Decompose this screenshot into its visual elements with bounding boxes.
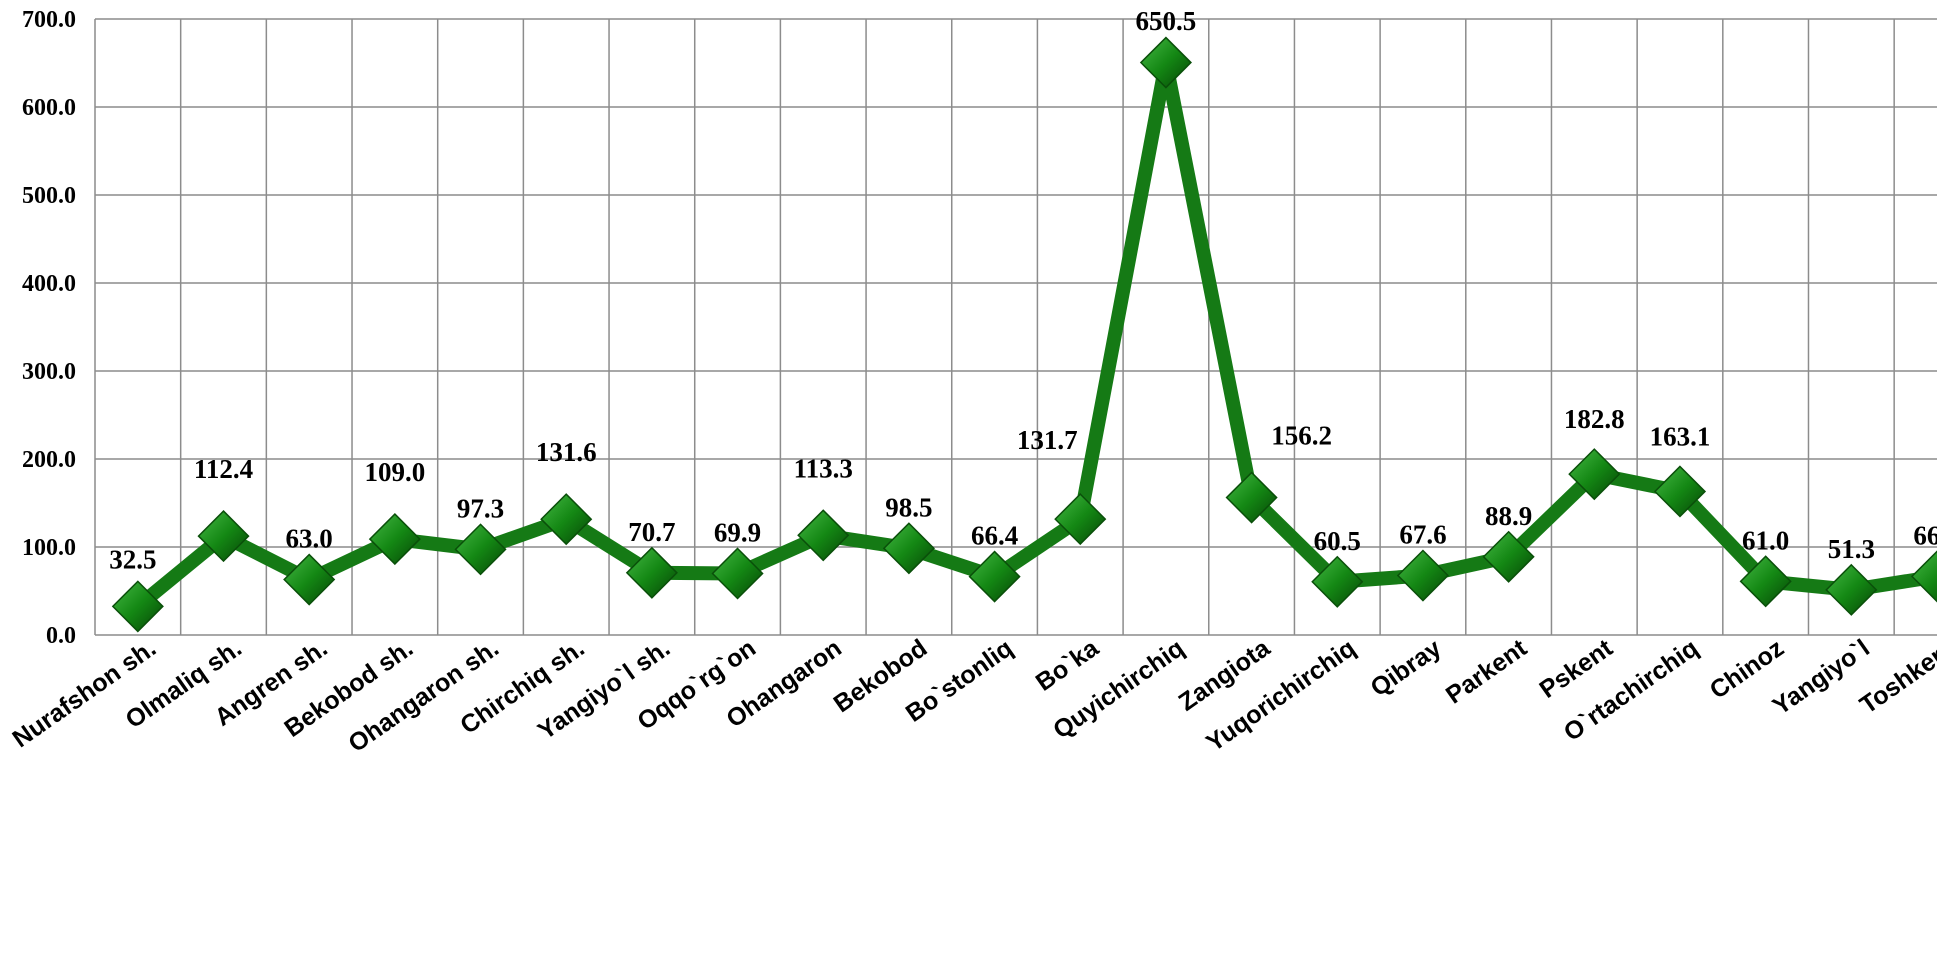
data-point-marker [797,509,850,562]
data-label: 131.6 [536,437,597,467]
data-label: 131.7 [1017,425,1078,455]
data-point-marker [1653,465,1707,518]
y-tick-label: 700.0 [22,7,76,33]
data-label: 113.3 [794,453,853,483]
y-axis-tick-labels: 0.0 100.0 200.0 300.0 400.0 500.0 600.0 700.0 [22,7,76,649]
data-label: 112.4 [194,454,253,484]
x-tick-label: Yangiyo`l [1768,634,1875,721]
data-label: 98.5 [885,492,932,522]
data-point-marker [968,550,1021,603]
data-point-marker [1396,549,1450,602]
data-label: 70.7 [628,517,675,547]
data-point-marker [111,580,164,633]
y-tick-label: 100.0 [22,535,76,561]
data-point-marker [1568,448,1621,501]
data-label: 61.0 [1742,525,1789,555]
data-point-marker [283,553,336,606]
data-point-marker [1739,555,1792,608]
y-tick-label: 400.0 [22,271,76,297]
data-label: 156.2 [1271,421,1332,451]
data-label: 650.5 [1136,6,1197,36]
data-point-marker [1825,563,1878,616]
y-tick-label: 300.0 [22,359,76,385]
x-tick-label: Yuqorichirchiq [1201,634,1360,757]
data-point-marker [1225,471,1278,524]
data-label: 182.8 [1564,404,1625,434]
data-point-marker [454,523,507,576]
data-label: 60.5 [1314,526,1361,556]
data-label: 109.0 [364,457,425,487]
data-label: 163.1 [1650,421,1711,451]
data-point-marker [1910,550,1937,603]
data-label: 67.6 [1399,520,1446,550]
x-tick-label: Nurafshon sh. [8,634,162,753]
series-line [130,55,1937,614]
data-point-marker [368,513,421,566]
data-labels: 32.5 112.4 63.0 109.0 97.3 131.6 70.7 69.9 113.3… [109,6,1937,574]
data-label: 88.9 [1485,501,1532,531]
data-label: 66.6 [1913,520,1937,550]
x-tick-label: Qibray [1365,634,1446,702]
data-point-marker [1482,530,1535,583]
data-label: 66.4 [971,521,1018,551]
x-axis-tick-labels: Nurafshon sh.Olmaliq sh.Angren sh.Bekobo… [8,633,1937,758]
data-point-marker [1054,493,1107,546]
data-point-marker [711,547,764,600]
y-tick-label: 600.0 [22,95,76,121]
data-point-marker [882,522,935,575]
x-tick-label: Bo`ka [1031,633,1105,696]
data-point-marker [197,510,250,563]
data-point-marker [540,493,593,546]
data-label: 32.5 [109,544,156,574]
data-point-marker [1311,555,1364,608]
data-label: 97.3 [457,493,504,523]
data-label: 51.3 [1828,534,1875,564]
y-tick-label: 500.0 [22,183,76,209]
x-tick-label: Parkent [1441,634,1533,710]
data-point-marker [1139,36,1192,89]
series-line-path [130,55,1937,614]
data-label: 63.0 [286,524,333,554]
data-point-marker [625,546,678,599]
y-tick-label: 200.0 [22,447,76,473]
y-tick-label: 0.0 [46,623,76,649]
x-tick-label: Ohangaron sh. [343,634,504,758]
data-label: 69.9 [714,517,761,547]
series-markers [111,36,1937,633]
